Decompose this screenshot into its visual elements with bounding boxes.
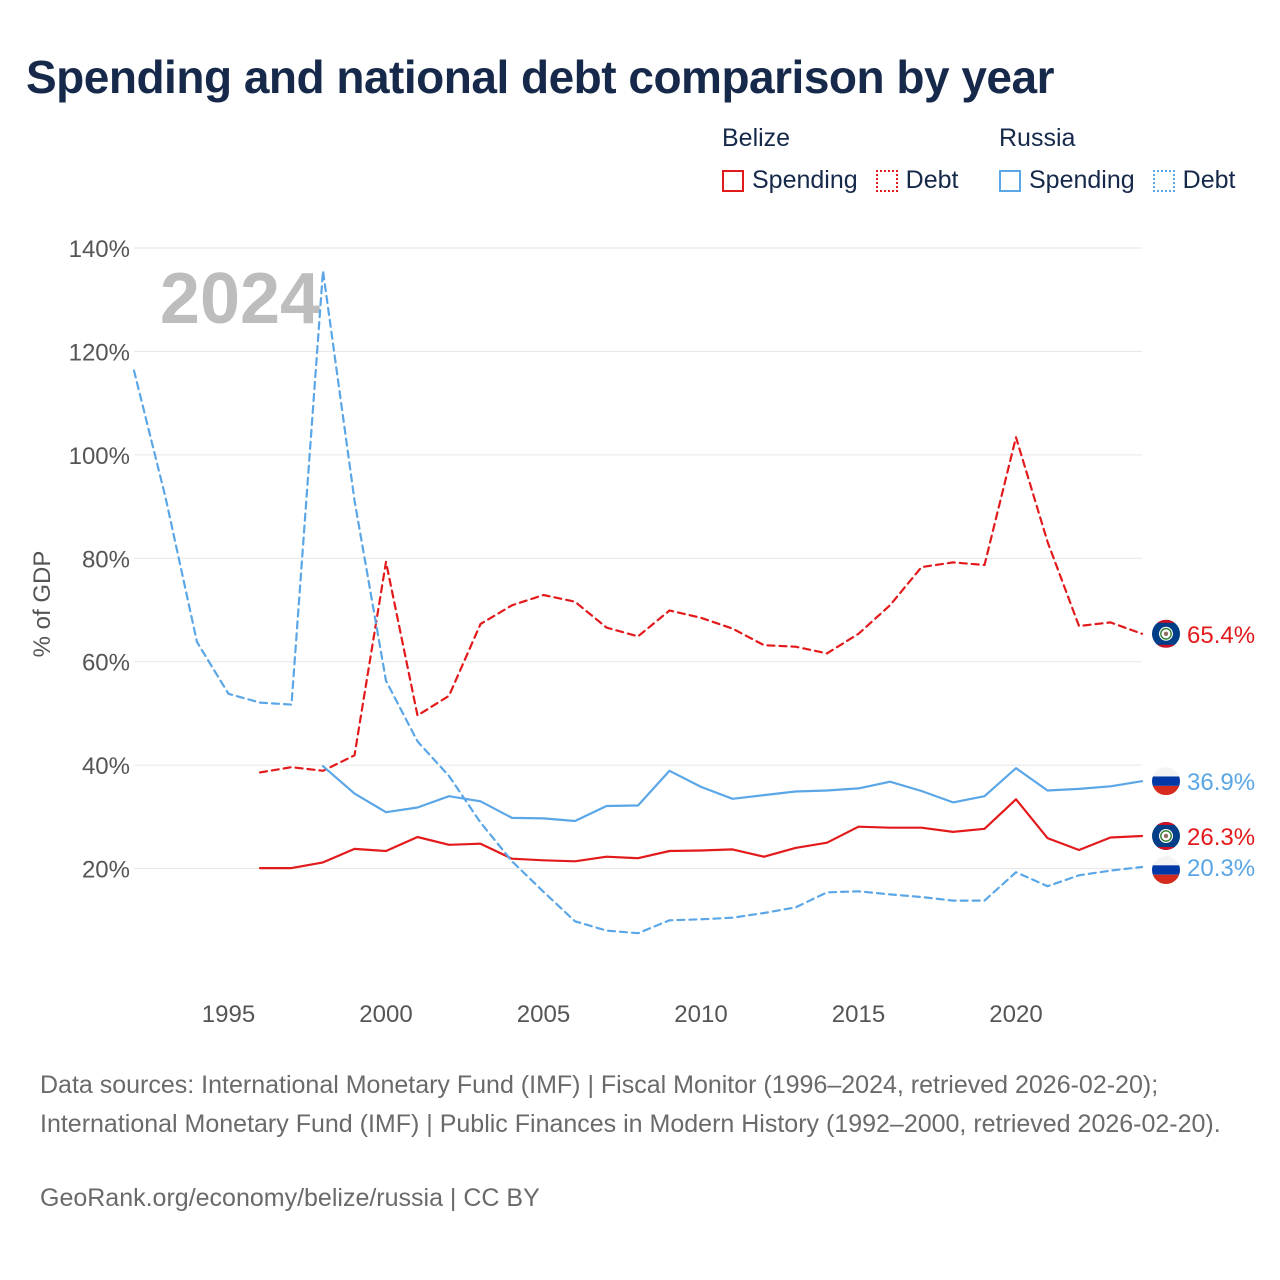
chart-title: Spending and national debt comparison by… [26,51,1055,103]
x-axis-ticks: 1995 2000 2005 2010 2015 2020 [202,1001,1043,1028]
russia-flag-icon [1152,767,1180,796]
legend-item-belize-spending[interactable]: Spending [722,166,858,195]
legend-item-russia-spending[interactable]: Spending [999,166,1135,195]
y-tick-label: 60% [82,650,130,677]
legend-group-russia: Russia Spending Debt [999,124,1235,195]
y-tick-label: 80% [82,546,130,573]
belize-flag-icon [1152,619,1180,648]
legend-item-russia-debt[interactable]: Debt [1152,166,1236,195]
series-line-belize-spending[interactable] [258,798,1144,870]
series-line-russia-spending[interactable] [321,765,1144,823]
x-tick-label: 2010 [674,1001,727,1028]
end-value-label: 36.9% [1187,769,1255,796]
credit-link[interactable]: GeoRank.org/economy/belize/russia | CC B… [40,1184,540,1212]
series-line-russia-debt[interactable] [132,269,1144,935]
legend-label: Spending [752,166,858,194]
line-chart: 20% 40% 60% 80% 100% 120% 140% 1995 2000 2005 201… [29,236,1255,1028]
series-lines [132,269,1144,935]
x-tick-label: 2015 [832,1001,885,1028]
y-tick-label: 40% [82,753,130,780]
legend-item-belize-debt[interactable]: Debt [875,166,959,195]
russia-flag-icon [1152,856,1180,885]
legend-swatch-dotted [1152,169,1175,192]
legend-group-name: Belize [722,124,791,152]
end-value-label: 20.3% [1187,855,1255,882]
legend-swatch-solid [722,169,744,192]
year-watermark: 2024 [160,259,320,339]
y-tick-label: 140% [69,236,130,263]
end-value-label: 26.3% [1187,824,1255,851]
legend-label: Debt [1182,166,1236,194]
grid-lines [134,247,1142,870]
y-tick-label: 100% [69,443,130,470]
y-axis-label: % of GDP [29,551,56,658]
legend-label: Debt [905,166,959,194]
series-line-belize-debt[interactable] [258,436,1144,774]
end-value-label: 65.4% [1187,622,1255,649]
y-tick-label: 120% [69,339,130,366]
x-tick-label: 1995 [202,1001,255,1028]
legend-swatch-solid [999,169,1021,192]
legend-label: Spending [1029,166,1135,194]
y-axis-ticks: 20% 40% 60% 80% 100% 120% 140% [69,236,130,884]
legend-group-belize: Belize Spending Debt [722,124,976,195]
x-tick-label: 2000 [359,1001,412,1028]
legend-group-name: Russia [999,124,1076,152]
series-end-labels: 65.4% 36.9% 26.3% 20.3% [1152,619,1255,885]
y-tick-label: 20% [82,857,130,884]
x-tick-label: 2020 [989,1001,1042,1028]
legend-swatch-dotted [875,169,898,192]
belize-flag-icon [1152,821,1180,850]
x-tick-label: 2005 [517,1001,570,1028]
data-sources: Data sources: International Monetary Fun… [40,1071,1221,1138]
